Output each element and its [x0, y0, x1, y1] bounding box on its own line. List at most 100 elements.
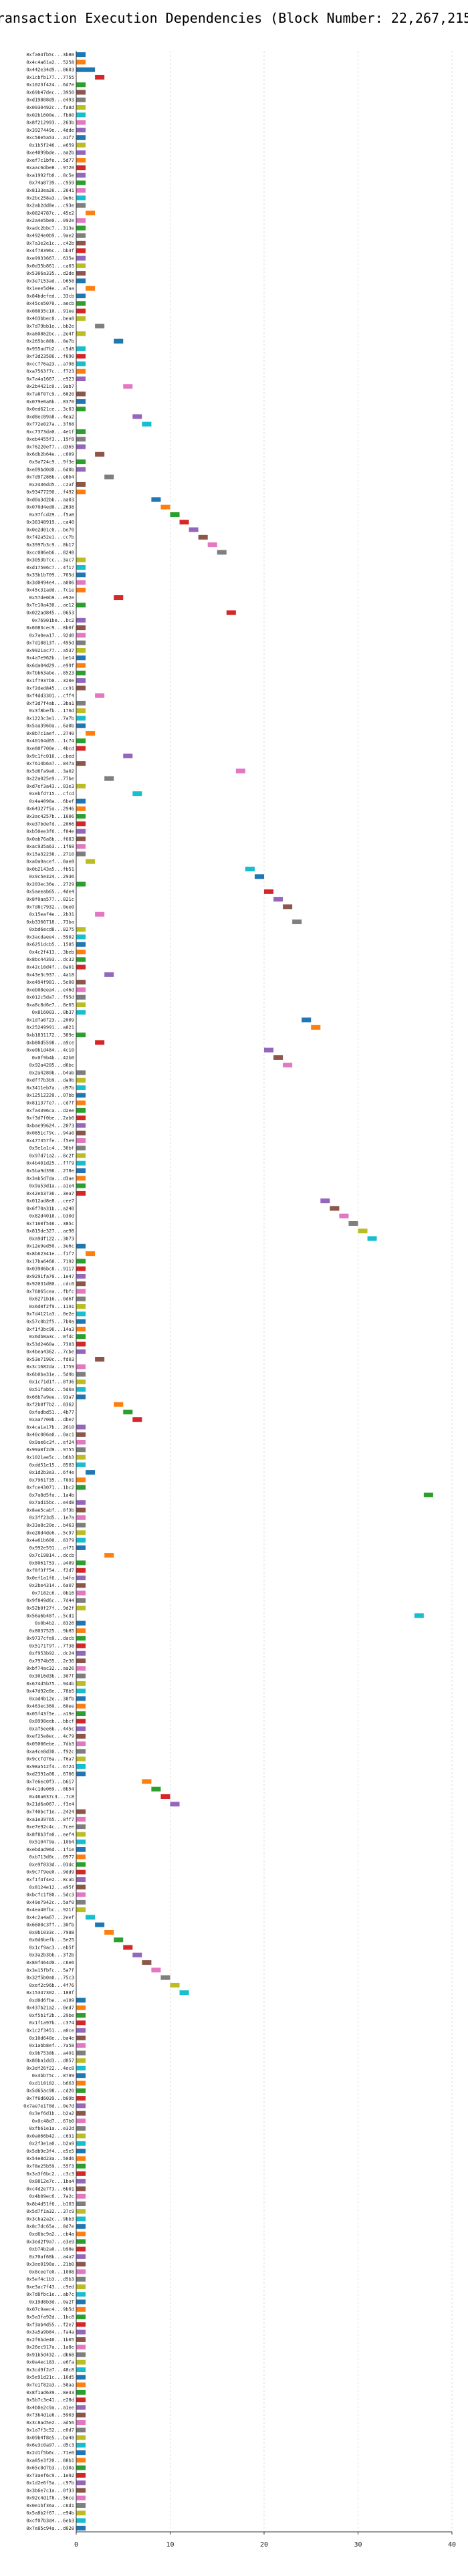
execution-bar — [76, 1243, 86, 1249]
execution-bar — [76, 1741, 86, 1747]
execution-bar — [86, 1251, 96, 1257]
tx-hash-label: 0x92c4d1f8...56ce — [26, 2496, 74, 2501]
execution-bar — [142, 421, 152, 427]
execution-bar — [264, 1047, 274, 1053]
execution-bar — [76, 180, 86, 185]
tx-hash-label: 0xbf74ac32...aa26 — [26, 1666, 74, 1671]
execution-bar — [76, 851, 86, 857]
tx-hash-label: 0x6b0ba31e...5d9b — [26, 1372, 74, 1377]
tx-hash-label: 0xd8ec89a8...4ea2 — [26, 414, 74, 419]
execution-bar — [76, 1273, 86, 1279]
execution-bar — [76, 821, 86, 827]
execution-bar — [76, 2156, 86, 2161]
tx-hash-label: 0x9921ac77...a537 — [26, 648, 74, 653]
tx-hash-label: 0x3053b7cc...3ac7 — [26, 558, 74, 563]
execution-bar — [104, 1553, 114, 1558]
tx-hash-label: 0x65c8d7b3...b30a — [26, 2466, 74, 2471]
execution-bar — [76, 1673, 86, 1679]
execution-bar — [76, 1349, 86, 1354]
execution-bar — [76, 1899, 86, 1905]
tx-hash-label: 0xcc086eb6...8248 — [26, 550, 74, 555]
execution-bar — [76, 2450, 86, 2456]
execution-bar — [76, 994, 86, 1000]
execution-bar — [76, 1854, 86, 1860]
tx-hash-label: 0x7ae7e1f8d...0e7d — [23, 2103, 74, 2109]
execution-bar — [76, 2224, 86, 2229]
execution-bar — [95, 693, 105, 698]
tx-hash-label: 0x079e0a6b...8370 — [26, 399, 74, 405]
tx-hash-label: 0x3df26f22...4ec8 — [26, 2066, 74, 2071]
execution-bar — [76, 1846, 86, 1852]
execution-bar — [76, 2503, 86, 2508]
tx-hash-label: 0x203ec36e...2729 — [26, 881, 74, 887]
tx-hash-label: 0x32f5b0a0...75c3 — [26, 1975, 74, 1981]
y-label-layer: 0xfa04fb5c...3b80 0x4c4a61a2...5258 0x442e… — [23, 52, 74, 2531]
tx-hash-label: 0x3a3f6bc2...c3c3 — [26, 2171, 74, 2177]
tx-hash-label: 0x992e591...af71 — [29, 1545, 74, 1551]
tx-hash-label: 0xf72e027a...3f68 — [26, 422, 74, 427]
tx-hash-label: 0x2be4314...6a07 — [29, 1583, 74, 1588]
tx-hash-label: 0x8124e12...a95f — [29, 1885, 74, 1890]
tx-hash-label: 0x5366a335...d2de — [26, 271, 74, 276]
execution-bar — [76, 1756, 86, 1761]
execution-bar — [76, 278, 86, 284]
tx-hash-label: 0xadc2bbc7...313e — [26, 225, 74, 231]
tx-hash-label: 0x3e15fbfc...5a7f — [26, 1967, 74, 1973]
tx-hash-label: 0xd118182...b663 — [29, 2080, 74, 2086]
tx-hash-label: 0x510479a...10b4 — [29, 1840, 74, 1845]
execution-bar — [76, 1500, 86, 1505]
tx-hash-label: 0xd0a3d2bb...aa03 — [26, 497, 74, 502]
tx-hash-label: 0x5a8b2f67...e94b — [26, 2510, 74, 2516]
execution-bar — [76, 2050, 86, 2056]
tx-hash-label: 0xd6bc9a2...cb4a — [29, 2232, 74, 2237]
execution-bar — [76, 2080, 86, 2086]
execution-bar — [273, 897, 283, 902]
execution-bar — [76, 1123, 86, 1128]
execution-bar — [86, 731, 96, 736]
tx-hash-label: 0x7e85c94a...d028 — [26, 2526, 74, 2531]
tx-hash-label: 0xe494f981...5e08 — [26, 980, 74, 985]
execution-bar — [76, 1689, 86, 1694]
execution-bar — [76, 1341, 86, 1347]
execution-bar — [76, 271, 86, 276]
tx-hash-label: 0x8c7dc65a...8d7e — [26, 2224, 74, 2230]
tx-hash-label: 0x0b4b2...8326 — [35, 1621, 74, 1626]
tx-hash-label: 0x4bb75c...8789 — [32, 2073, 74, 2078]
tx-hash-label: 0x4f78396c...bb3f — [26, 248, 74, 253]
execution-bar — [123, 753, 133, 758]
execution-bar — [207, 542, 217, 548]
execution-bar — [76, 481, 86, 487]
tx-hash-label: 0x1c71d1f...8f36 — [29, 1380, 74, 1385]
execution-bar — [76, 97, 86, 102]
execution-bar — [86, 859, 96, 864]
execution-bar — [76, 1576, 86, 1581]
tx-hash-label: 0x80f464d0...c6e6 — [26, 1960, 74, 1965]
tx-hash-label: 0x70af68b...a4a7 — [29, 2254, 74, 2260]
execution-bar — [76, 1816, 86, 1822]
tx-hash-label: 0xaa7700b...dbe7 — [29, 1417, 74, 1422]
execution-bar — [217, 550, 227, 555]
axis-layer: 0 10 20 30 40 — [74, 51, 456, 2549]
tx-hash-label: 0xcf07b3d4...6eb3 — [26, 2518, 74, 2523]
execution-bar — [76, 640, 86, 645]
execution-bar — [283, 1063, 293, 1068]
execution-bar — [226, 610, 236, 615]
execution-bar — [76, 2352, 86, 2357]
tx-hash-label: 0x19d8b3d...0a2f — [29, 2299, 74, 2304]
tx-hash-label: 0x0b1033c...7988 — [29, 1930, 74, 1935]
execution-bar — [414, 1613, 424, 1618]
execution-bar — [76, 980, 86, 985]
tx-hash-label: 0x76865cea...fbfc — [26, 1289, 74, 1294]
tx-hash-label: 0xef25e8ec...4c79 — [26, 1734, 74, 1739]
tx-hash-label: 0x1abb8ef...7a58 — [29, 2043, 74, 2048]
execution-bar — [76, 2186, 86, 2191]
execution-bar — [76, 881, 86, 887]
tx-hash-label: 0x73aef6c9...1e92 — [26, 2473, 74, 2478]
tx-hash-label: 0x15eaf4e...2b31 — [29, 912, 74, 918]
execution-bar — [76, 248, 86, 253]
tx-hash-label: 0x3d0494e4...a006 — [26, 580, 74, 585]
execution-bar — [76, 377, 86, 382]
execution-bar — [76, 67, 96, 72]
execution-bar — [76, 1183, 86, 1188]
tx-hash-label: 0x022ad845...0653 — [26, 611, 74, 616]
